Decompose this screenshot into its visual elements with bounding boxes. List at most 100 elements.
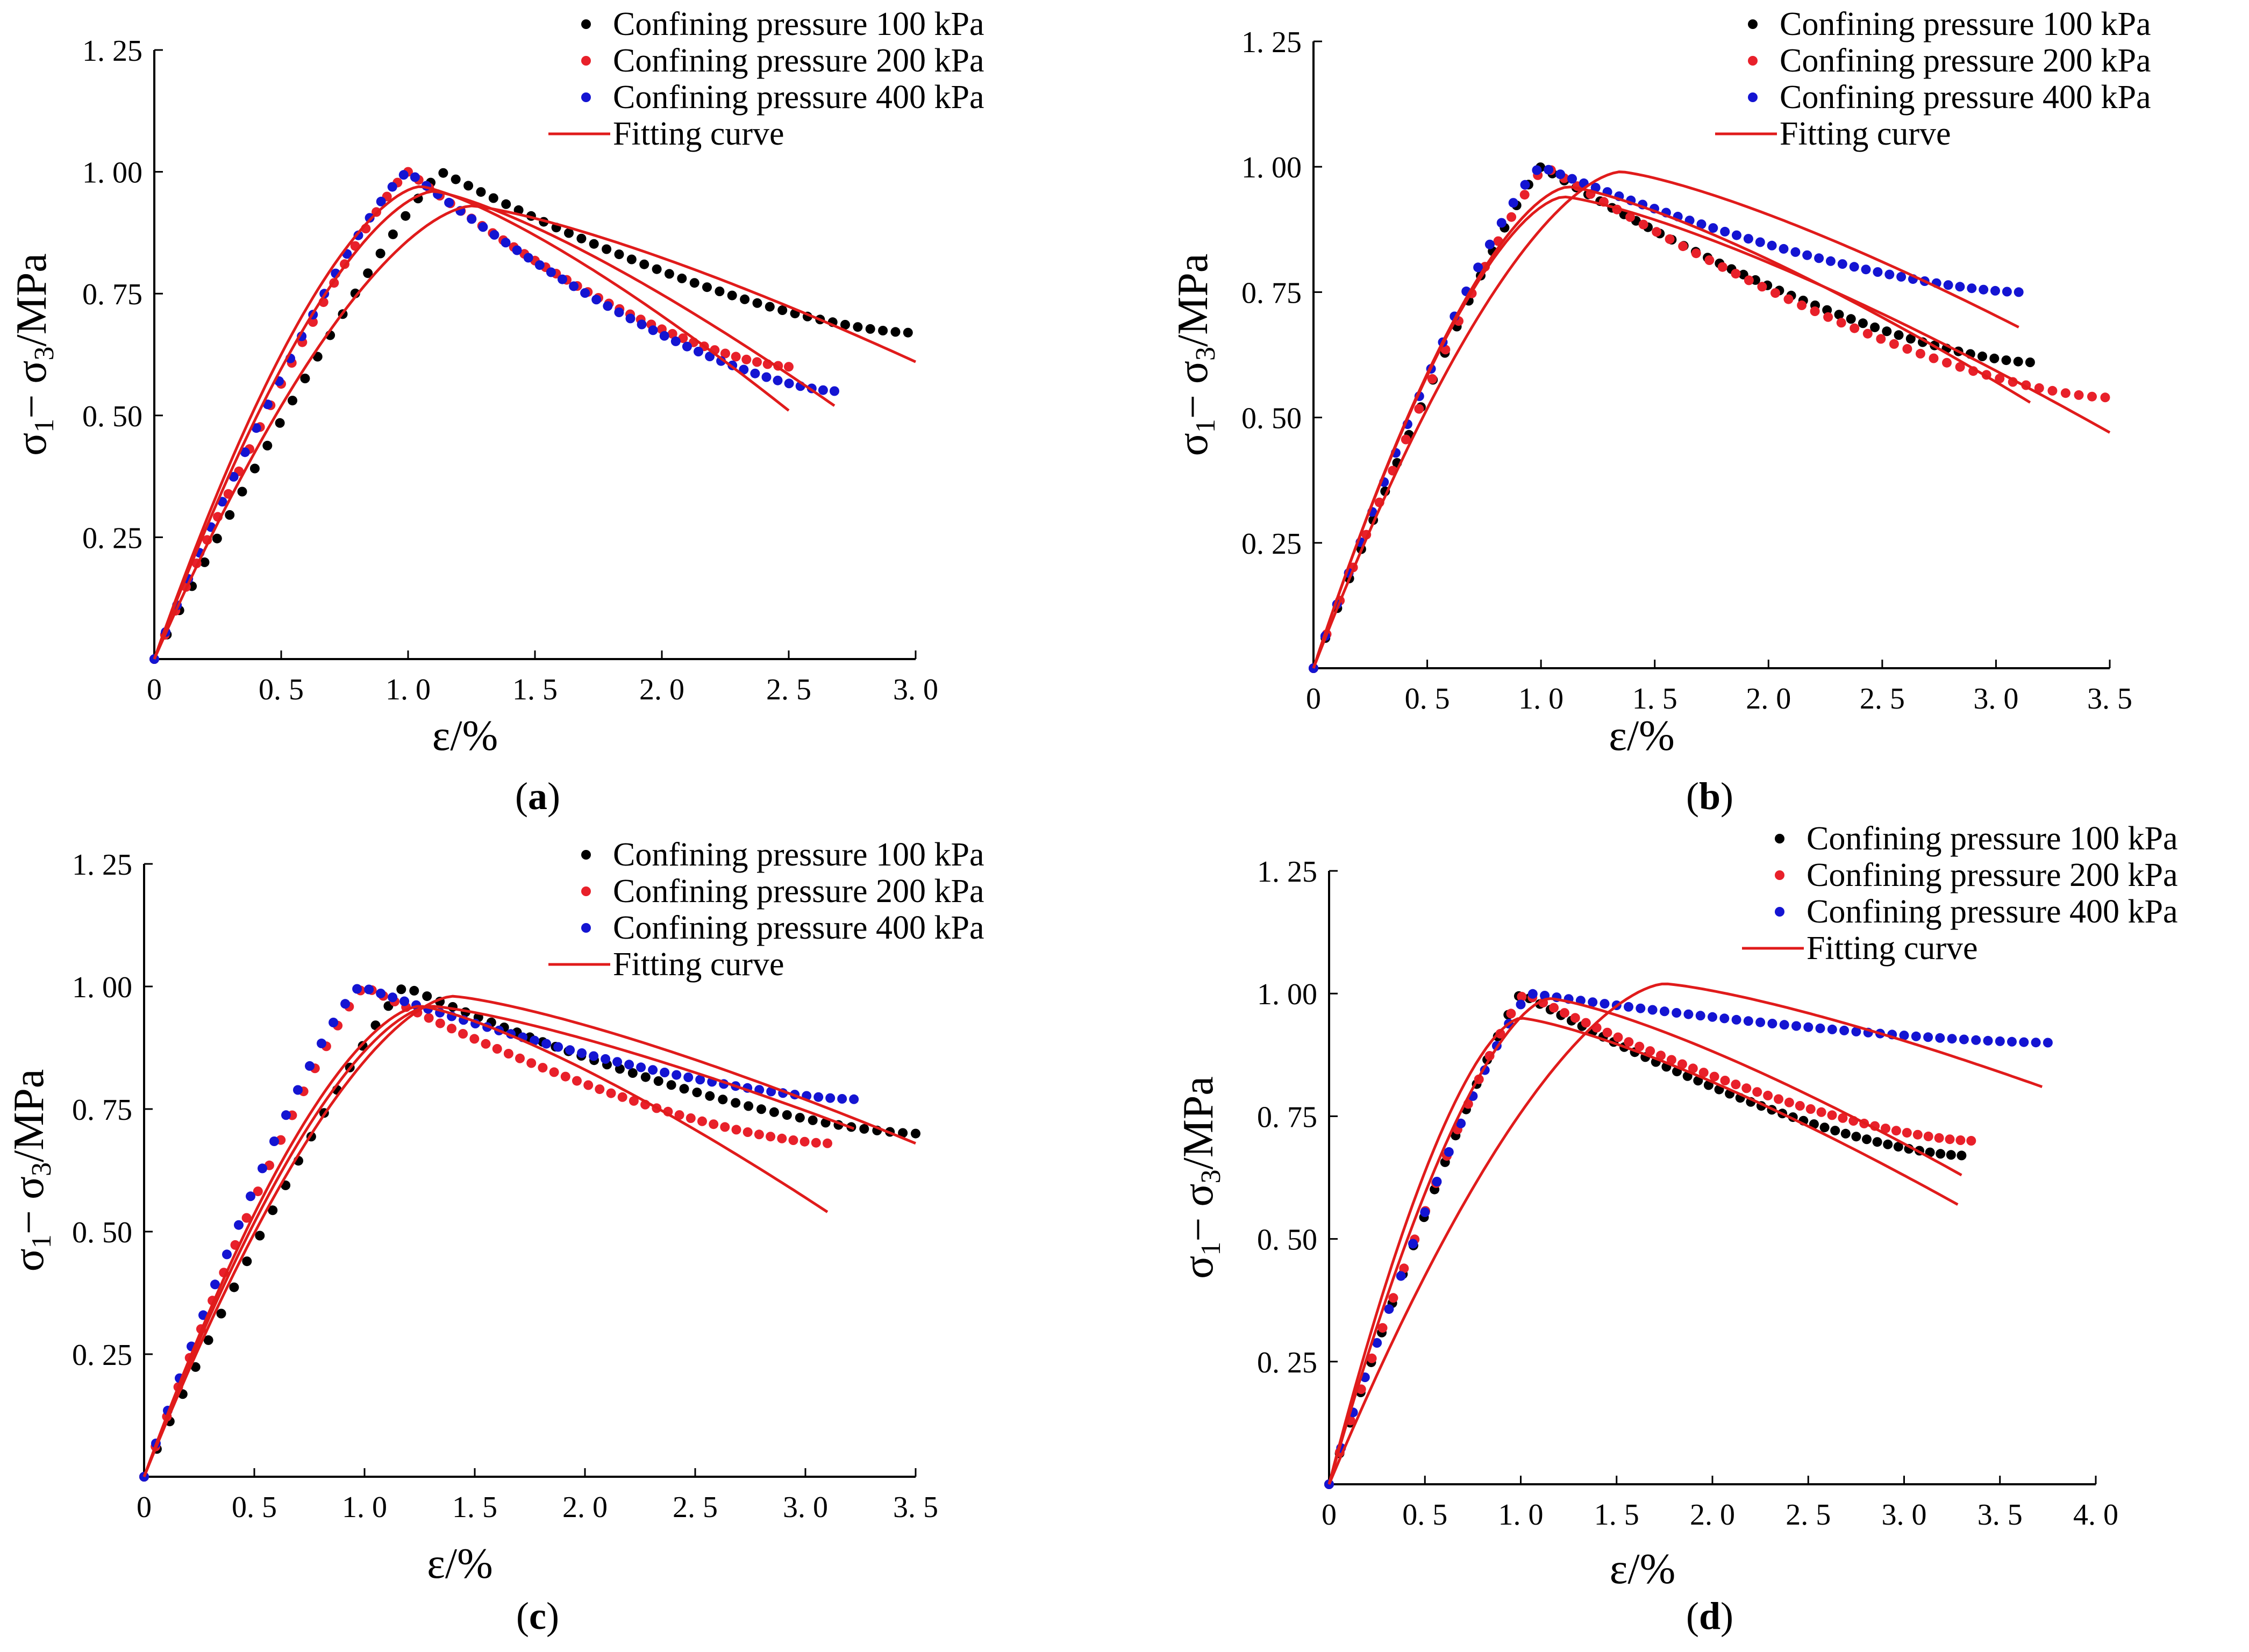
data-point-series_200 [2047, 385, 2058, 396]
data-point-series_200 [1757, 282, 1767, 292]
data-point-series_200 [1955, 362, 1965, 372]
data-point-series_200 [1881, 1124, 1890, 1134]
x-axis-label: ε/% [1609, 712, 1674, 760]
data-point-series_400 [269, 1136, 279, 1146]
data-point-series_200 [1401, 434, 1411, 445]
data-point-series_100 [1905, 334, 1916, 344]
data-point-series_400 [1896, 271, 1907, 282]
data-point-series_200 [697, 1116, 707, 1126]
data-point-series_400 [281, 1110, 291, 1120]
data-point-series_200 [583, 1080, 594, 1090]
x-tick-label: 4. 0 [2073, 1498, 2118, 1532]
x-tick-label: 3. 5 [893, 1491, 938, 1524]
data-point-series_400 [825, 1093, 836, 1103]
legend-marker-series_100 [581, 19, 591, 29]
data-point-series_200 [1559, 1008, 1569, 1018]
data-point-series_200 [1966, 1136, 1976, 1146]
data-point-series_400 [1508, 198, 1518, 208]
data-point-series_100 [564, 228, 574, 238]
data-point-series_400 [577, 1048, 587, 1058]
data-point-series_400 [1979, 284, 1989, 295]
data-point-series_200 [481, 1039, 491, 1049]
data-point-series_200 [1691, 248, 1701, 259]
data-point-series_400 [1911, 1031, 1921, 1041]
y-tick-label: 1. 25 [82, 34, 142, 68]
fitting-curve [1312, 185, 2031, 669]
data-point-series_400 [670, 336, 681, 346]
data-point-series_400 [329, 1018, 339, 1027]
x-tick-label: 1. 5 [452, 1491, 497, 1524]
data-point-series_200 [731, 1125, 741, 1135]
data-point-series_400 [636, 1062, 646, 1072]
x-tick-label: 3. 0 [893, 673, 938, 706]
data-point-series_100 [212, 533, 222, 543]
data-point-series_200 [1876, 334, 1886, 344]
data-point-series_400 [240, 447, 250, 457]
data-point-series_400 [1791, 1021, 1801, 1031]
data-point-series_400 [2019, 1037, 2029, 1047]
data-point-series_200 [1495, 1028, 1505, 1039]
data-point-series_200 [1414, 404, 1424, 414]
legend-label: Confining pressure 100 kPa [613, 6, 984, 42]
data-point-series_400 [1837, 259, 1847, 269]
data-point-series_400 [398, 170, 409, 180]
x-tick-label: 0 [147, 673, 162, 706]
data-point-series_100 [438, 168, 448, 178]
data-point-series_200 [1752, 1087, 1762, 1097]
data-point-series_400 [1825, 256, 1836, 266]
data-point-series_400 [1861, 264, 1871, 275]
data-point-series_200 [2100, 392, 2110, 403]
data-point-series_200 [2087, 391, 2097, 402]
data-point-series_400 [293, 1085, 303, 1095]
data-point-series_400 [1779, 1020, 1789, 1030]
data-point-series_100 [488, 193, 498, 203]
data-point-series_400 [1790, 247, 1801, 257]
data-point-series_200 [595, 1084, 605, 1095]
data-point-series_200 [1634, 1041, 1645, 1052]
data-point-series_400 [648, 1065, 658, 1075]
y-tick-label: 1. 00 [72, 971, 132, 1004]
data-point-series_400 [553, 1042, 563, 1052]
data-point-series_200 [1836, 318, 1846, 328]
y-tick-label: 0. 50 [1257, 1224, 1317, 1257]
data-point-series_100 [715, 287, 725, 296]
data-point-series_100 [396, 984, 406, 995]
data-point-series_200 [1810, 306, 1820, 316]
data-point-series_400 [234, 1220, 244, 1230]
data-point-series_200 [754, 1129, 764, 1140]
data-point-series_100 [1872, 1137, 1882, 1147]
data-point-series_200 [241, 1213, 252, 1223]
data-point-series_400 [410, 172, 420, 182]
legend-label: Fitting curve [1807, 930, 1978, 967]
data-point-series_400 [305, 1061, 315, 1071]
y-axis-label: σ1− σ3/MPa [1169, 254, 1221, 456]
data-point-series_100 [300, 374, 310, 383]
data-point-series_400 [1659, 1006, 1669, 1017]
x-tick-label: 0 [1322, 1498, 1337, 1532]
data-point-series_100 [1883, 1139, 1893, 1149]
data-point-series_400 [489, 230, 499, 240]
legend-label: Fitting curve [613, 946, 784, 983]
data-point-series_200 [686, 1113, 696, 1123]
data-point-series_100 [275, 418, 285, 428]
data-point-series_200 [1923, 1131, 1933, 1141]
x-tick-label: 0 [137, 1491, 152, 1524]
data-point-series_400 [1624, 1002, 1633, 1012]
data-point-series_400 [523, 253, 533, 263]
y-tick-label: 0. 50 [72, 1216, 132, 1249]
data-point-series_400 [541, 1039, 552, 1049]
data-point-series_100 [718, 1095, 728, 1105]
y-tick-label: 0. 25 [82, 521, 142, 555]
data-point-series_200 [1717, 262, 1727, 272]
data-point-series_100 [664, 269, 674, 279]
fitting-curve [142, 1005, 829, 1477]
data-point-series_400 [695, 1075, 705, 1085]
data-point-series_400 [1815, 1023, 1825, 1033]
data-point-series_100 [756, 1104, 766, 1114]
data-point-series_200 [1517, 992, 1527, 1002]
data-point-series_200 [799, 1136, 810, 1147]
data-point-series_200 [1774, 1094, 1783, 1104]
data-point-series_200 [492, 1044, 502, 1054]
